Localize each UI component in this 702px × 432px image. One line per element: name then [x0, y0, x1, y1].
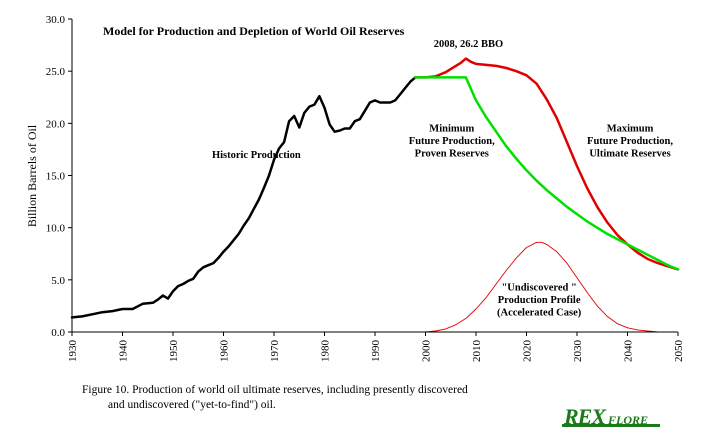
- caption-line-2: and undiscovered ("yet-to-find") oil.: [108, 399, 276, 411]
- x-tick-label: 1980: [320, 340, 332, 363]
- y-tick-label: 25.0: [46, 66, 66, 78]
- x-tick-label: 1950: [168, 340, 180, 363]
- y-tick-label: 5.0: [51, 275, 65, 287]
- logo-text-small: FLORE: [605, 413, 649, 427]
- y-tick-label: 15.0: [46, 171, 66, 183]
- series-minimum-line: [414, 76, 680, 271]
- y-tick-label: 20.0: [46, 118, 66, 130]
- x-tick-label: 2010: [471, 340, 483, 363]
- y-tick-label: 10.0: [46, 223, 66, 235]
- series-undiscovered-line: [425, 241, 669, 333]
- series-maximum-line: [414, 57, 680, 271]
- x-tick-label: 1960: [219, 340, 231, 363]
- series-historic-line: [70, 76, 417, 319]
- y-axis-label: Billion Barrels of Oil: [25, 124, 39, 227]
- y-tick-label: 30.0: [46, 14, 66, 26]
- x-tick-label: 2000: [421, 340, 433, 363]
- x-tick-label: 2030: [572, 340, 584, 363]
- annotation-peak: 2008, 26.2 BBO: [434, 39, 503, 50]
- chart-title: Model for Production and Depletion of Wo…: [103, 24, 405, 38]
- x-tick-label: 1990: [370, 340, 382, 363]
- annotation-maximum: Maximum Future Production, Ultimate Reserv…: [587, 124, 673, 160]
- x-tick-label: 2040: [623, 340, 635, 363]
- annotation-historic: Historic Production: [212, 150, 301, 161]
- logo-underline: [562, 424, 660, 427]
- y-tick-label: 0.0: [51, 327, 65, 339]
- x-tick-label: 2050: [673, 340, 685, 363]
- oil-production-chart: 0.0 5.0 10.0 15.0 20.0 25.0 30.0 1930 1940 1950 19…: [25, 14, 685, 363]
- annotation-undiscovered: "Undiscovered " Production Profile (Accele…: [497, 282, 582, 318]
- x-tick-label: 1970: [269, 340, 281, 363]
- x-tick-label: 2020: [522, 340, 534, 363]
- rex-flore-logo: REX FLORE: [560, 404, 680, 429]
- figure-caption: Figure 10. Production of world oil ultim…: [82, 383, 468, 413]
- annotation-minimum: Minimum Future Production, Proven Reserves: [409, 124, 495, 160]
- x-tick-label: 1940: [118, 340, 130, 363]
- x-tick-label: 1930: [67, 340, 79, 363]
- caption-line-1: Figure 10. Production of world oil ultim…: [82, 384, 468, 396]
